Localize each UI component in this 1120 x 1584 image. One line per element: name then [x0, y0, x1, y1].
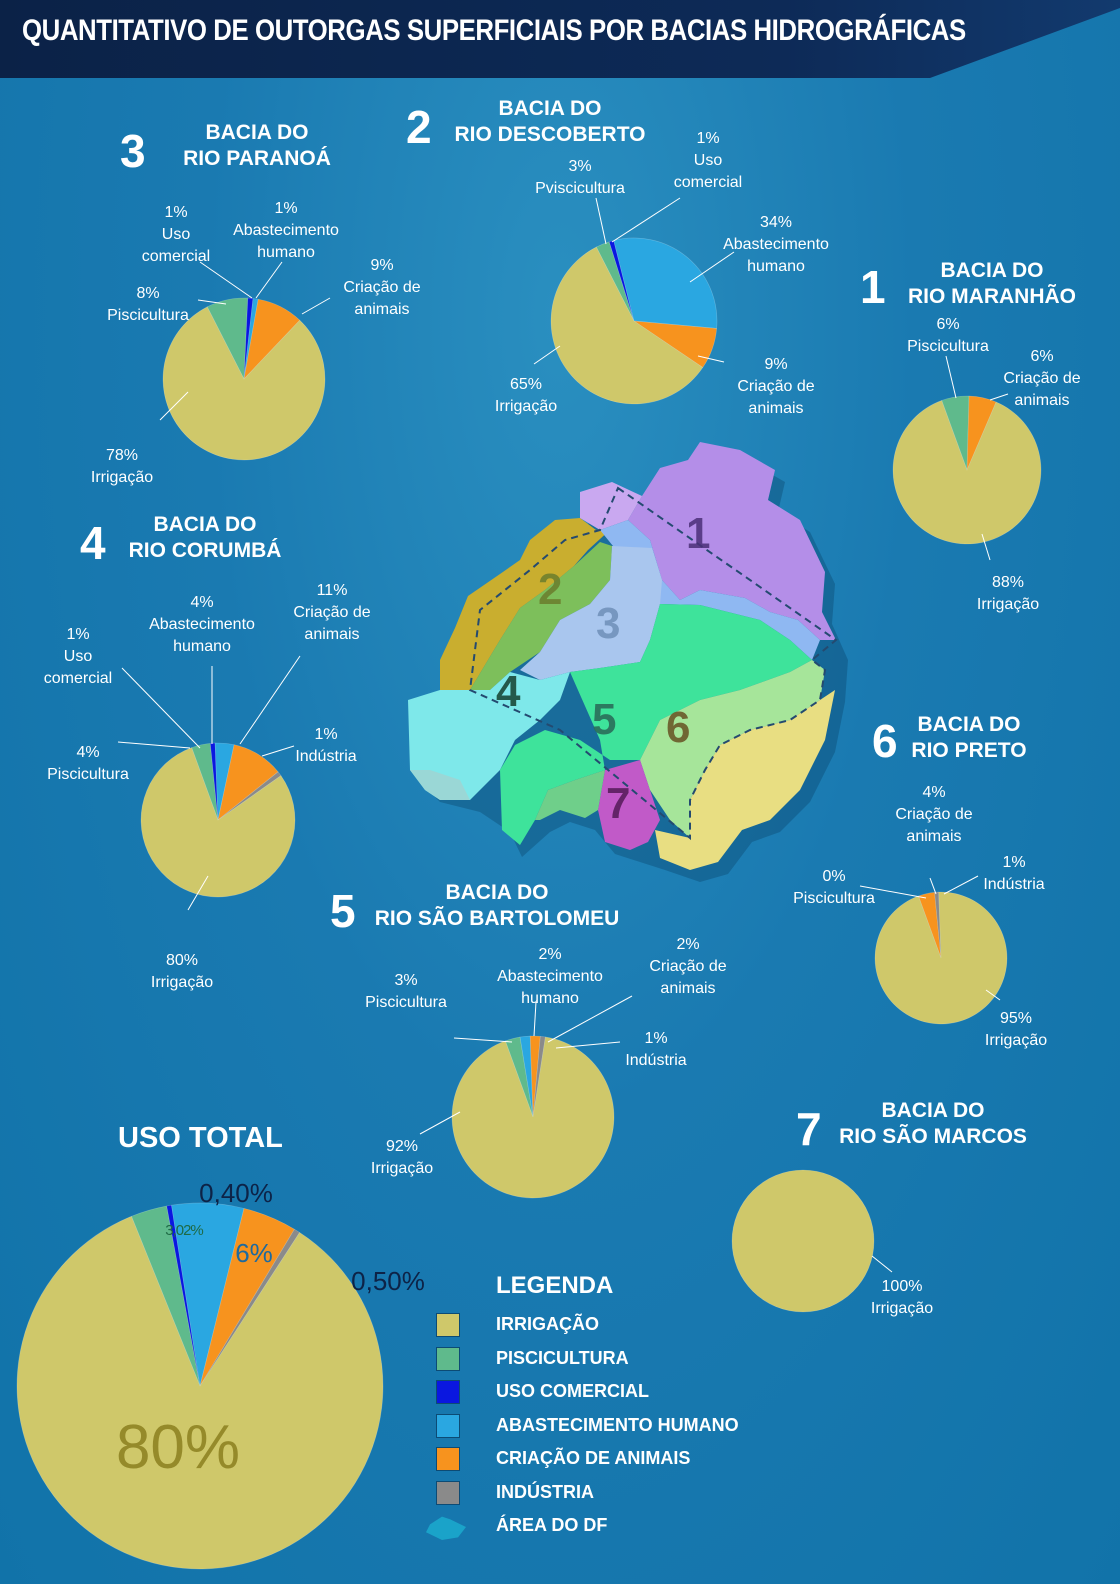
- basin-6-number: 6: [872, 718, 898, 764]
- pie-7-label-industria: 0,50%: [351, 1266, 425, 1297]
- pie-4-leader-line: [944, 876, 978, 894]
- pie-0-leader-line: [302, 298, 330, 314]
- basin-6-name: BACIA DO RIO PRETO: [902, 712, 1036, 764]
- basin-5-name: BACIA DO RIO SÃO BARTOLOMEU: [362, 880, 632, 932]
- legend-swatch: [436, 1380, 460, 1404]
- pie-3-leader-line: [122, 668, 200, 748]
- pie-2-label-piscicultura: 6% Piscicultura: [907, 314, 989, 358]
- pie-3-label-irrigacao: 80% Irrigação: [151, 950, 213, 994]
- pie-5-label-industria: 1% Indústria: [625, 1028, 686, 1072]
- legend-label: USO COMERCIAL: [496, 1381, 649, 1402]
- legend-label: CRIAÇÃO DE ANIMAIS: [496, 1448, 690, 1469]
- pie-6: [732, 1170, 892, 1312]
- basin-3-name: BACIA DO RIO PARANOÁ: [162, 120, 352, 172]
- pie-6-label-irrigacao: 100% Irrigação: [871, 1276, 933, 1320]
- pie-4: [860, 876, 1007, 1024]
- pie-4-label-irrigacao: 95% Irrigação: [985, 1008, 1047, 1052]
- pie-0-leader-line: [256, 262, 282, 298]
- pie-7-label-uso-comercial: 0,40%: [199, 1178, 273, 1209]
- legend-label: IRRIGAÇÃO: [496, 1314, 599, 1335]
- pie-1-label-criacao-de-animais: 9% Criação de animais: [737, 354, 814, 420]
- pie-0-label-abastecimento-humano: 1% Abastecimento humano: [233, 198, 339, 264]
- basin-1-name: BACIA DO RIO MARANHÃO: [894, 258, 1090, 310]
- pie-1: [534, 198, 734, 404]
- total-title: USO TOTAL: [118, 1122, 283, 1155]
- legend-label: ABASTECIMENTO HUMANO: [496, 1415, 739, 1436]
- pie-2-leader-line: [946, 356, 956, 398]
- basin-2-number: 2: [406, 104, 432, 150]
- pie-5-label-irrigacao: 92% Irrigação: [371, 1136, 433, 1180]
- pie-6-leader-line: [872, 1256, 892, 1272]
- pie-4-leader-line: [930, 878, 936, 894]
- pie-5-leader-line: [454, 1038, 512, 1042]
- legend-swatch: [436, 1447, 460, 1471]
- pie-3-leader-line: [262, 746, 294, 756]
- pie-3: [118, 656, 300, 910]
- pie-4-label-industria: 1% Indústria: [983, 852, 1044, 896]
- legend-label: ÁREA DO DF: [496, 1515, 607, 1536]
- basin-4-number: 4: [80, 520, 106, 566]
- basin-7-name: BACIA DO RIO SÃO MARCOS: [830, 1098, 1036, 1150]
- pie-3-label-uso-comercial: 1% Uso comercial: [44, 624, 112, 690]
- pie-7-label-piscicultura: 3,02%: [165, 1222, 203, 1239]
- pie-0-label-criacao-de-animais: 9% Criação de animais: [343, 255, 420, 321]
- basin-2-name: BACIA DO RIO DESCOBERTO: [442, 96, 658, 148]
- pie-2-label-irrigacao: 88% Irrigação: [977, 572, 1039, 616]
- legend-swatch: [436, 1414, 460, 1438]
- pie-5-label-abastecimento-humano: 2% Abastecimento humano: [497, 944, 603, 1010]
- legend-label: PISCICULTURA: [496, 1348, 629, 1369]
- pie-0-label-uso-comercial: 1% Uso comercial: [142, 202, 210, 268]
- pie-1-label-irrigacao: 65% Irrigação: [495, 374, 557, 418]
- pie-0-label-irrigacao: 78% Irrigação: [91, 445, 153, 489]
- pie-1-label-abastecimento-humano: 34% Abastecimento humano: [723, 212, 829, 278]
- pie-3-leader-line: [240, 656, 300, 744]
- pie-7-label-abastecimento-humano: 6%: [235, 1238, 273, 1269]
- pie-0-label-piscicultura: 8% Piscicultura: [107, 283, 189, 327]
- pie-5: [420, 996, 632, 1198]
- pie-7: [17, 1203, 383, 1569]
- pie-1-label-uso-comercial: 1% Uso comercial: [674, 128, 742, 194]
- pie-3-label-criacao-de-animais: 11% Criação de animais: [293, 580, 370, 646]
- pie-4-label-piscicultura: 0% Piscicultura: [793, 866, 875, 910]
- basin-7-number: 7: [796, 1106, 822, 1152]
- pie-3-label-piscicultura: 4% Piscicultura: [47, 742, 129, 786]
- basin-1-number: 1: [860, 264, 886, 310]
- pie-3-label-abastecimento-humano: 4% Abastecimento humano: [149, 592, 255, 658]
- pie-2-label-criacao-de-animais: 6% Criação de animais: [1003, 346, 1080, 412]
- legend-swatch: [436, 1481, 460, 1505]
- legend-swatch: [436, 1313, 460, 1337]
- legend-label: INDÚSTRIA: [496, 1482, 594, 1503]
- pie-5-label-criacao-de-animais: 2% Criação de animais: [649, 934, 726, 1000]
- basin-3-number: 3: [120, 128, 146, 174]
- legend-title: LEGENDA: [496, 1272, 613, 1300]
- pie-4-label-criacao-de-animais: 4% Criação de animais: [895, 782, 972, 848]
- pie-5-label-piscicultura: 3% Piscicultura: [365, 970, 447, 1014]
- pie-1-leader-line: [596, 198, 606, 244]
- pie-4-slice-irrigacao: [875, 892, 1007, 1024]
- pie-1-leader-line: [534, 346, 560, 364]
- pie-1-label-piscicultura: 3% Pviscicultura: [535, 156, 625, 200]
- pie-6-slice-irrigacao: [732, 1170, 874, 1312]
- pie-1-leader-line: [612, 198, 680, 242]
- pie-7-label-irrigacao: 80%: [116, 1412, 240, 1483]
- pie-3-label-industria: 1% Indústria: [295, 724, 356, 768]
- basin-5-number: 5: [330, 888, 356, 934]
- legend-swatch: [436, 1347, 460, 1371]
- basin-4-name: BACIA DO RIO CORUMBÁ: [112, 512, 298, 564]
